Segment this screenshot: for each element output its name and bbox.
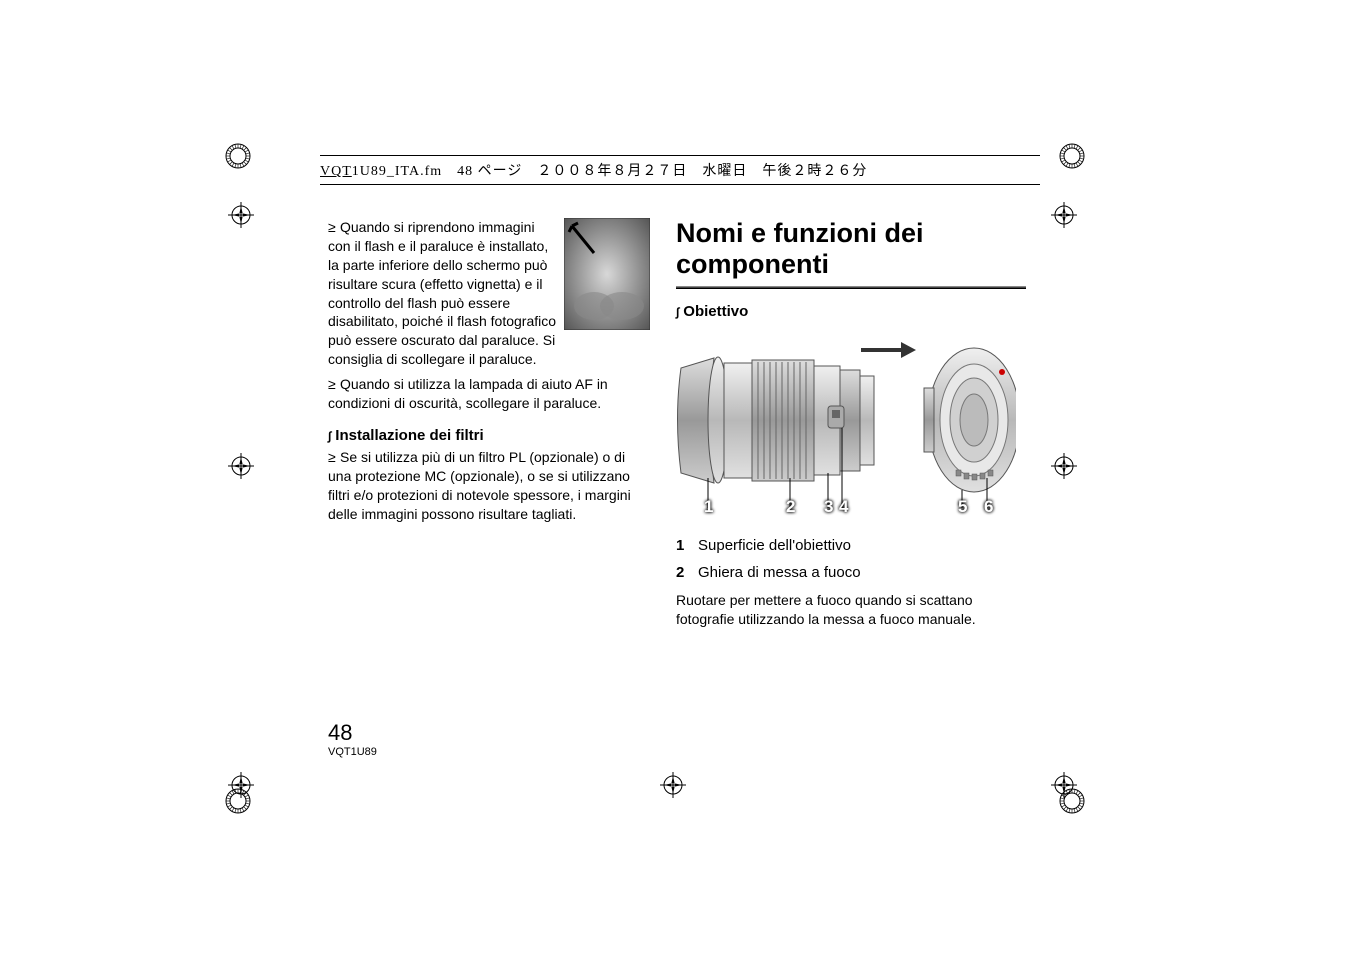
registration-mark: [228, 202, 254, 228]
corner-mark: [1058, 787, 1086, 815]
print-header: VQT1U89_ITA.fm 48 ページ ２００８年８月２７日 水曜日 午後２…: [320, 155, 1040, 185]
corner-mark: [224, 787, 252, 815]
page-number: 48 VQT1U89: [328, 720, 377, 758]
subhead-lens: ∫Obiettivo: [676, 303, 1026, 320]
right-column: Nomi e funzioni dei componenti ∫Obiettiv…: [676, 218, 1026, 629]
flash-vignette-thumb: [564, 218, 650, 330]
registration-mark: [660, 772, 686, 798]
corner-mark: [224, 142, 252, 170]
def-2-desc: Ruotare per mettere a fuoco quando si sc…: [676, 591, 1026, 629]
definitions: 1Superficie dell'obiettivo 2Ghiera di me…: [676, 537, 1026, 629]
corner-mark: [1058, 142, 1086, 170]
section-title: Nomi e funzioni dei componenti: [676, 218, 1026, 280]
registration-mark: [1051, 202, 1077, 228]
subhead-filters: ∫Installazione dei filtri: [328, 427, 650, 444]
def-2: 2Ghiera di messa a fuoco: [676, 564, 1026, 581]
title-rule: [676, 286, 1026, 289]
def-1: 1Superficie dell'obiettivo: [676, 537, 1026, 554]
lens-figure: 1 2 3 4 5 6: [676, 328, 1016, 523]
header-rest: 1U89_ITA.fm 48 ページ ２００８年８月２７日 水曜日 午後２時２６…: [352, 164, 868, 179]
registration-mark: [228, 453, 254, 479]
header-text: VQT1U89_ITA.fm 48 ページ ２００８年８月２７日 水曜日 午後２…: [320, 164, 867, 179]
left-column: ≥Quando si riprendono immagini con il fl…: [328, 218, 650, 529]
registration-mark: [1051, 453, 1077, 479]
bullet-3: ≥Se si utilizza più di un filtro PL (opz…: [328, 448, 650, 524]
bullet-2: ≥Quando si utilizza la lampada di aiuto …: [328, 375, 650, 413]
